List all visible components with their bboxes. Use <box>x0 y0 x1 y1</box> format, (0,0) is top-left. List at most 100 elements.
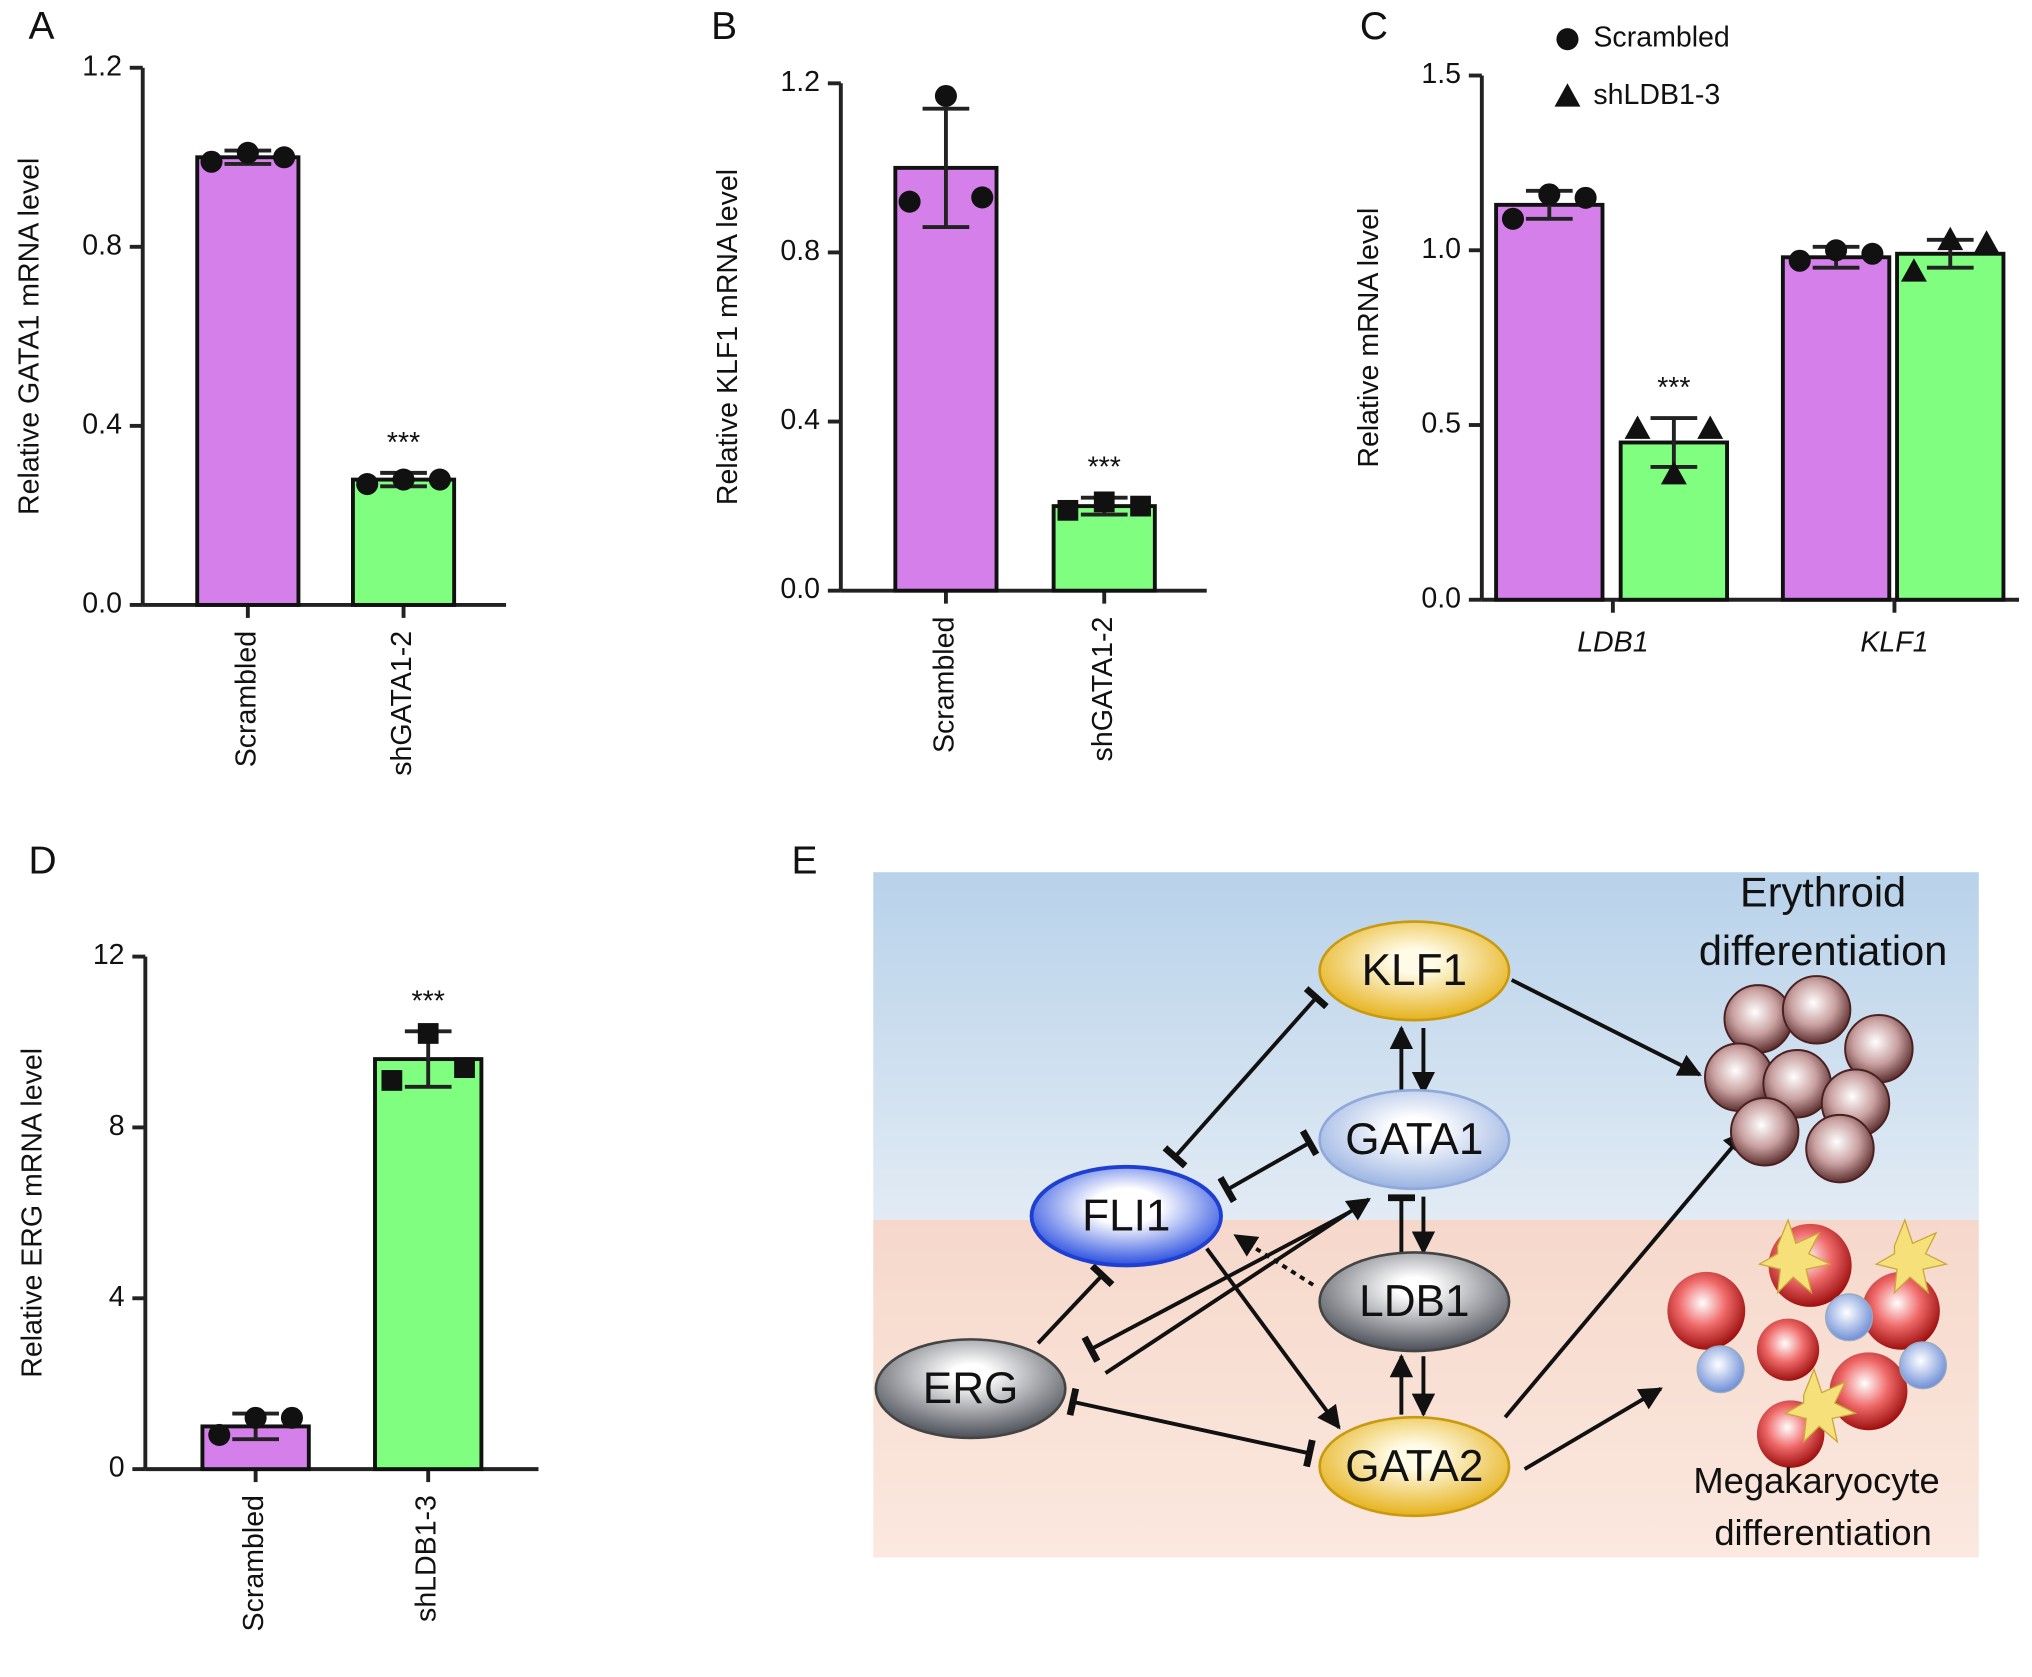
data-point <box>1624 415 1651 439</box>
y-tick-label: 0.0 <box>780 573 820 605</box>
node <box>1318 1415 1511 1518</box>
cell <box>1723 984 1793 1054</box>
y-tick-label: 0 <box>109 1452 125 1484</box>
data-point <box>1973 230 2000 254</box>
data-point <box>244 1406 267 1429</box>
legend-label: shLDB1-3 <box>1593 79 1720 111</box>
outcome-label: differentiation <box>1714 1512 1931 1553</box>
y-axis-label: Relative ERG mRNA level <box>16 1048 48 1378</box>
cell <box>1805 1113 1875 1184</box>
y-tick-label: 0.0 <box>1421 582 1461 614</box>
edges <box>1036 978 1747 1471</box>
data-point <box>1788 249 1811 272</box>
y-tick-label: 1.0 <box>1421 233 1461 265</box>
cell <box>1781 975 1852 1045</box>
data-point <box>1660 460 1687 485</box>
node <box>1318 920 1511 1022</box>
inhibition <box>1066 1387 1316 1468</box>
y-tick-label: 0.0 <box>82 587 122 619</box>
node-label: LDB1 <box>1359 1277 1469 1326</box>
cell <box>1898 1341 1948 1390</box>
arrow <box>1104 1197 1371 1375</box>
inhibition <box>1081 1210 1351 1363</box>
cell <box>1696 1345 1745 1394</box>
data-point <box>417 1023 439 1044</box>
significance: *** <box>387 427 420 459</box>
bar <box>1895 251 2006 602</box>
arrow <box>1523 1386 1663 1471</box>
x-tick-label: KLF1 <box>1860 626 1928 658</box>
outcome-label: Megakaryocyte <box>1693 1460 1939 1501</box>
panel-letter: E <box>792 839 818 882</box>
y-tick-label: 4 <box>109 1281 125 1313</box>
bar <box>373 1057 484 1472</box>
data-point <box>898 190 921 213</box>
diagram: E KLF1 GATA1 FLI1 LDB1 ERG GATA2 Eryth <box>792 839 1979 1558</box>
y-axis-label: Relative mRNA level <box>1353 208 1385 468</box>
data-point <box>1697 415 1724 439</box>
y-tick-label: 0.4 <box>82 408 122 440</box>
y-tick-label: 0.4 <box>780 404 820 436</box>
node <box>874 1338 1067 1440</box>
erythroid-cells <box>1704 975 1914 1184</box>
y-tick-label: 1.2 <box>82 50 122 82</box>
cell <box>1729 1097 1800 1167</box>
bar <box>350 477 457 607</box>
data-point <box>1900 258 1927 282</box>
data-point <box>1093 491 1115 513</box>
significance: *** <box>412 985 445 1017</box>
node <box>1318 1088 1511 1191</box>
x-tick-label: shLDB1-3 <box>411 1495 443 1622</box>
arrow <box>1503 1129 1747 1419</box>
legend-marker <box>1556 28 1579 51</box>
y-axis-label: Relative KLF1 mRNA level <box>712 169 744 505</box>
cell <box>1783 1367 1858 1444</box>
data-point <box>1538 183 1561 206</box>
node-label: FLI1 <box>1082 1191 1170 1240</box>
nodes: KLF1 GATA1 FLI1 LDB1 ERG GATA2 <box>874 920 1511 1518</box>
bar <box>195 155 301 607</box>
x-tick-label: Scrambled <box>230 631 262 767</box>
data-point <box>381 1070 403 1091</box>
bar <box>1494 202 1605 602</box>
y-tick-label: 0.8 <box>82 229 122 261</box>
data-point <box>392 468 415 491</box>
x-tick-label: shGATA1-2 <box>1087 617 1119 762</box>
cell <box>1862 1271 1940 1350</box>
panel-letter: D <box>29 839 57 882</box>
data-point <box>200 150 223 173</box>
outcome-label: Erythroid <box>1740 869 1906 916</box>
arrow <box>1205 1247 1341 1430</box>
legend-label: Scrambled <box>1593 22 1729 54</box>
dotted-arrow <box>1233 1233 1315 1287</box>
panel-letter: C <box>1360 5 1388 48</box>
data-point <box>1861 242 1884 265</box>
data-point <box>236 141 259 164</box>
node <box>1318 1251 1511 1353</box>
y-tick-label: 1.2 <box>780 66 820 98</box>
y-tick-label: 0.8 <box>780 235 820 267</box>
data-point <box>208 1423 231 1446</box>
node-label: GATA1 <box>1345 1115 1483 1164</box>
node-label: GATA2 <box>1345 1442 1483 1491</box>
node-label: KLF1 <box>1362 946 1467 995</box>
data-point <box>934 84 957 108</box>
data-point <box>273 146 296 169</box>
y-tick-label: 12 <box>93 939 125 971</box>
cell <box>1825 1293 1874 1342</box>
node-label: ERG <box>923 1364 1019 1413</box>
cell <box>1757 1218 1832 1295</box>
node <box>1029 1164 1223 1268</box>
data-point <box>1825 239 1848 262</box>
data-point <box>428 468 451 491</box>
y-axis-label: Relative GATA1 mRNA level <box>14 158 46 515</box>
y-tick-label: 1.5 <box>1421 58 1461 90</box>
significance: *** <box>1088 452 1121 484</box>
y-tick-label: 8 <box>109 1110 125 1142</box>
data-point <box>1574 186 1597 209</box>
data-point <box>1130 495 1151 517</box>
data-point <box>356 473 379 496</box>
data-point <box>1937 226 1964 251</box>
